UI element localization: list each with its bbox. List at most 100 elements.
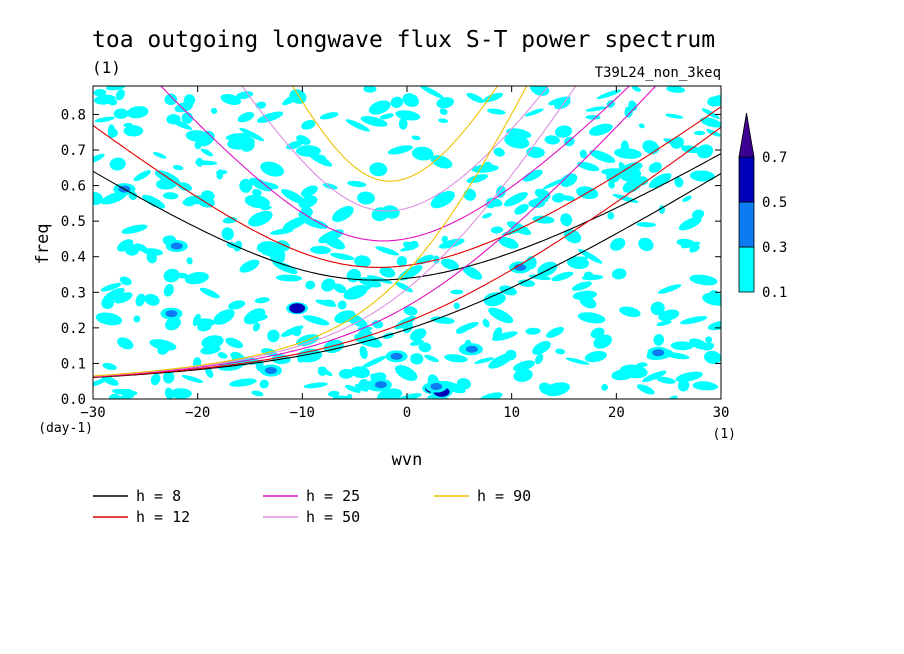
- noise-patch: [596, 89, 622, 100]
- series-h-50: [93, 86, 577, 377]
- noise-patch: [430, 155, 453, 169]
- mrg-kelvin-curve: [93, 86, 577, 377]
- noise-patch: [514, 204, 529, 215]
- dispersion-curves: [93, 86, 721, 379]
- noise-patch: [456, 378, 471, 390]
- noise-patch: [450, 289, 464, 295]
- noise-patch: [113, 108, 129, 119]
- noise-patch: [366, 275, 393, 284]
- noise-patch: [260, 205, 272, 211]
- noise-patch: [333, 283, 347, 294]
- noise-patch: [680, 316, 708, 325]
- y-tick-label: 0.7: [61, 143, 86, 159]
- noise-patch: [658, 309, 680, 322]
- noise-patch: [528, 274, 552, 281]
- noise-patch: [357, 191, 375, 205]
- noise-patch: [704, 350, 721, 364]
- noise-patch: [177, 182, 192, 192]
- noise-patch: [499, 285, 517, 296]
- noise-patch: [291, 327, 302, 337]
- noise-patch: [168, 117, 193, 130]
- noise-patch: [126, 106, 149, 119]
- peak-blob: [390, 352, 403, 360]
- noise-patch: [170, 388, 192, 399]
- noise-patch: [546, 326, 565, 338]
- noise-patch: [681, 241, 701, 249]
- noise-patch: [185, 130, 208, 142]
- y-tick-label: 0.1: [61, 356, 86, 372]
- noise-patch: [638, 237, 654, 252]
- peak-blob: [374, 381, 387, 389]
- noise-patch: [301, 185, 318, 197]
- noise-patch: [239, 259, 260, 273]
- noise-patch: [607, 212, 615, 220]
- noise-patch: [700, 117, 721, 128]
- legend-item: h = 25: [263, 487, 360, 505]
- noise-patch: [409, 339, 424, 346]
- noise-patch: [150, 373, 161, 386]
- noise-patch: [117, 337, 134, 350]
- mrg-kelvin-curve: [93, 86, 657, 378]
- noise-patch: [585, 106, 607, 112]
- noise-patch: [666, 86, 686, 93]
- mrg-kelvin-curve: [93, 126, 721, 378]
- igw-curve: [159, 86, 631, 242]
- noise-patch: [663, 138, 685, 147]
- noise-patch: [244, 194, 270, 209]
- x-tick-label: −10: [290, 405, 315, 421]
- colorbar-label: 0.5: [762, 195, 787, 211]
- noise-patch: [183, 94, 196, 106]
- x-tick-label: 10: [503, 405, 520, 421]
- x-tick-label: 30: [713, 405, 730, 421]
- noise-patch: [350, 366, 371, 379]
- series-h-8: [93, 153, 721, 379]
- noise-patch: [201, 335, 224, 349]
- noise-patch: [194, 141, 202, 150]
- noise-patch: [398, 265, 423, 281]
- noise-patch: [653, 334, 665, 346]
- noise-patch: [319, 112, 339, 120]
- y-tick-label: 0.3: [61, 285, 86, 301]
- igw-curve: [93, 106, 721, 268]
- noise-patch: [560, 213, 573, 227]
- noise-patch: [252, 322, 261, 332]
- noise-patch: [164, 387, 174, 399]
- noise-patch: [332, 206, 354, 222]
- mrg-kelvin-curve: [93, 86, 528, 377]
- noise-patch: [361, 355, 387, 369]
- noise-patch: [665, 113, 684, 119]
- noise-patch: [200, 148, 214, 157]
- noise-patch: [275, 274, 303, 282]
- noise-patch: [153, 151, 167, 159]
- noise-patch: [638, 123, 645, 129]
- noise-patch: [682, 195, 692, 203]
- noise-patch: [370, 373, 384, 380]
- legend-label: h = 90: [477, 487, 531, 505]
- noise-patch: [163, 283, 174, 297]
- noise-patch: [149, 339, 177, 351]
- noise-patch: [257, 111, 284, 123]
- noise-patch: [114, 292, 133, 304]
- x-tick-label: −20: [185, 405, 210, 421]
- noise-patch: [361, 284, 373, 291]
- noise-patch: [513, 360, 535, 372]
- peak-blob: [289, 303, 306, 314]
- legend-label: h = 50: [306, 508, 360, 526]
- noise-patch: [525, 327, 541, 335]
- noise-patch: [560, 195, 575, 201]
- noise-patch: [577, 161, 600, 172]
- noise-patch: [247, 313, 268, 322]
- noise-patch: [217, 352, 228, 359]
- noise-patch: [554, 125, 573, 138]
- noise-patch: [590, 327, 605, 339]
- noise-patch: [474, 357, 494, 364]
- noise-patch: [453, 302, 460, 310]
- noise-patch: [462, 265, 483, 280]
- noise-patch: [689, 170, 715, 182]
- noise-patch: [532, 215, 555, 224]
- noise-patch: [631, 86, 641, 92]
- x-units-label: (1): [713, 427, 736, 442]
- noise-patch: [608, 180, 615, 189]
- noise-patch: [619, 364, 648, 379]
